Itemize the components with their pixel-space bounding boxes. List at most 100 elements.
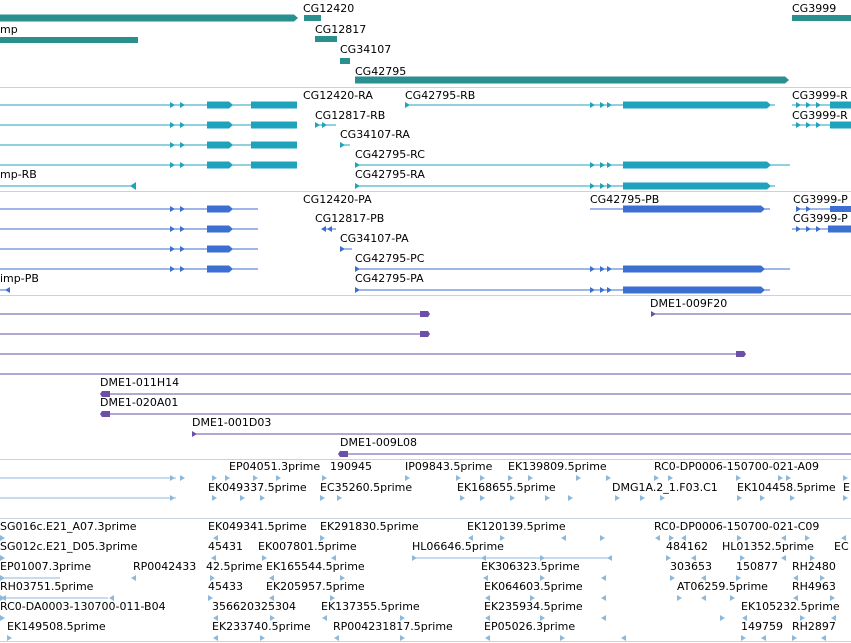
strand-arrow[interactable]	[568, 495, 573, 501]
est-label[interactable]: EK105232.5prime	[741, 600, 840, 613]
strand-arrow[interactable]	[485, 615, 490, 621]
exon-block[interactable]	[830, 206, 851, 212]
est-label[interactable]: EK233740.5prime	[212, 620, 311, 633]
strand-arrow[interactable]	[180, 122, 185, 128]
strand-arrow[interactable]	[660, 495, 665, 501]
strand-arrow[interactable]	[607, 287, 612, 293]
strand-arrow[interactable]	[460, 495, 465, 501]
strand-arrow[interactable]	[701, 595, 706, 601]
strand-arrow[interactable]	[606, 475, 611, 481]
strand-arrow[interactable]	[654, 475, 659, 481]
strand-arrow[interactable]	[742, 615, 747, 621]
exon-block[interactable]	[623, 265, 765, 273]
est-label[interactable]: RH4963	[792, 580, 836, 593]
strand-arrow[interactable]	[321, 226, 326, 232]
est-label[interactable]: RH2897	[792, 620, 836, 633]
est-label[interactable]: EK165544.5prime	[266, 560, 365, 573]
strand-arrow[interactable]	[180, 162, 185, 168]
strand-arrow[interactable]	[655, 535, 660, 541]
exon-block[interactable]	[623, 182, 771, 190]
gene-label[interactable]: CG12817	[315, 23, 367, 36]
strand-arrow[interactable]	[322, 475, 327, 481]
strand-arrow[interactable]	[225, 475, 230, 481]
strand-arrow[interactable]	[540, 615, 545, 621]
protein-label[interactable]: CG12817-PB	[315, 212, 385, 225]
est-label[interactable]: DMG1A.2_1.F03.C1	[612, 481, 718, 494]
strand-arrow[interactable]	[340, 575, 345, 581]
est-label[interactable]: EC35260.5prime	[320, 481, 413, 494]
strand-arrow[interactable]	[590, 287, 595, 293]
strand-arrow[interactable]	[334, 635, 339, 641]
exon-block[interactable]	[623, 101, 771, 109]
est-label[interactable]: SG012c.E21_D05.3prime	[0, 540, 138, 553]
strand-arrow[interactable]	[5, 287, 10, 293]
strand-arrow[interactable]	[796, 226, 801, 232]
strand-arrow[interactable]	[170, 475, 175, 481]
est-label[interactable]: HL06646.5prime	[412, 540, 504, 553]
strand-arrow[interactable]	[213, 535, 218, 541]
strand-arrow[interactable]	[1, 595, 6, 601]
strand-arrow[interactable]	[668, 475, 673, 481]
strand-arrow[interactable]	[170, 246, 175, 252]
gene-bar[interactable]	[304, 15, 321, 21]
strand-arrow[interactable]	[322, 122, 327, 128]
strand-arrow[interactable]	[793, 595, 798, 601]
strand-arrow[interactable]	[805, 535, 810, 541]
strand-arrow[interactable]	[600, 535, 605, 541]
strand-arrow[interactable]	[600, 102, 605, 108]
clone-end[interactable]	[420, 311, 430, 317]
strand-arrow[interactable]	[170, 102, 175, 108]
strand-arrow[interactable]	[212, 495, 217, 501]
strand-arrow[interactable]	[131, 575, 136, 581]
est-label[interactable]: AT06259.5prime	[677, 580, 768, 593]
exon-block[interactable]	[828, 225, 851, 233]
est-label[interactable]: EK104458.5prime	[737, 481, 836, 494]
strand-arrow[interactable]	[276, 475, 281, 481]
transcript-label[interactable]: CG3999-R	[792, 89, 848, 102]
strand-arrow[interactable]	[315, 122, 320, 128]
strand-arrow[interactable]	[510, 495, 515, 501]
exon-block[interactable]	[207, 205, 233, 213]
exon-block[interactable]	[623, 286, 765, 294]
strand-arrow[interactable]	[405, 102, 410, 108]
gene-label[interactable]: CG12420	[303, 2, 355, 15]
strand-arrow[interactable]	[260, 635, 265, 641]
strand-arrow[interactable]	[320, 535, 325, 541]
strand-arrow[interactable]	[691, 555, 696, 561]
est-label[interactable]: EK149508.5prime	[7, 620, 106, 633]
strand-arrow[interactable]	[213, 615, 218, 621]
exon-block[interactable]	[207, 245, 233, 253]
strand-arrow[interactable]	[400, 615, 405, 621]
strand-arrow[interactable]	[740, 555, 745, 561]
protein-label[interactable]: CG3999-P	[793, 193, 848, 206]
est-label[interactable]: RC0-DP0006-150700-021-A09	[654, 460, 820, 473]
strand-arrow[interactable]	[0, 555, 5, 561]
strand-arrow[interactable]	[607, 102, 612, 108]
est-label[interactable]: SG016c.E21_A07.3prime	[0, 520, 137, 533]
strand-arrow[interactable]	[640, 495, 645, 501]
protein-label[interactable]: CG12420-PA	[303, 193, 372, 206]
est-label[interactable]: 42.5prime	[206, 560, 263, 573]
est-label[interactable]: EP05026.3prime	[484, 620, 576, 633]
clone-end[interactable]	[100, 391, 110, 397]
clone-end[interactable]	[338, 451, 348, 457]
strand-arrow[interactable]	[327, 226, 332, 232]
strand-arrow[interactable]	[796, 122, 801, 128]
strand-arrow[interactable]	[331, 555, 336, 561]
strand-arrow[interactable]	[760, 495, 765, 501]
exon-block[interactable]	[251, 141, 297, 149]
strand-arrow[interactable]	[355, 266, 360, 272]
strand-arrow[interactable]	[211, 555, 216, 561]
strand-arrow[interactable]	[405, 475, 410, 481]
strand-arrow[interactable]	[806, 226, 811, 232]
strand-arrow[interactable]	[681, 535, 686, 541]
strand-arrow[interactable]	[615, 495, 620, 501]
est-label[interactable]: 45433	[208, 580, 243, 593]
strand-arrow[interactable]	[213, 635, 218, 641]
strand-arrow[interactable]	[170, 122, 175, 128]
strand-arrow[interactable]	[340, 246, 345, 252]
strand-arrow[interactable]	[600, 183, 605, 189]
est-label[interactable]: RC0-DA0003-130700-011-B04	[0, 600, 166, 613]
est-label[interactable]: RC0-DP0006-150700-021-C09	[654, 520, 820, 533]
strand-arrow[interactable]	[180, 475, 185, 481]
